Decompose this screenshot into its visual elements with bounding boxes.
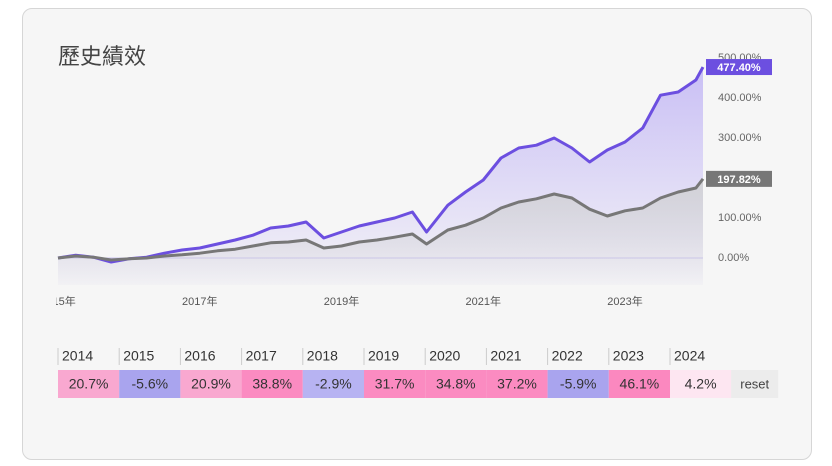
return-cell — [547, 370, 609, 398]
return-cell — [425, 370, 487, 398]
year-label: 2022 — [552, 348, 583, 364]
return-cell — [302, 370, 364, 398]
x-tick-label: 2023年 — [607, 294, 642, 308]
end-label-box — [706, 59, 772, 76]
return-value: 4.2% — [685, 376, 717, 392]
x-tick-label: 2021年 — [466, 294, 501, 308]
return-cell — [486, 370, 548, 398]
return-cell — [119, 370, 181, 398]
chart-title: 歷史績效 — [58, 44, 146, 69]
return-cell — [241, 370, 303, 398]
year-label: 2018 — [307, 348, 338, 364]
return-value: 37.2% — [497, 376, 537, 392]
y-tick-label: 300.00% — [718, 132, 762, 144]
year-label: 2021 — [490, 348, 521, 364]
return-cell — [364, 370, 426, 398]
y-tick-label: 0.00% — [718, 252, 749, 264]
end-label-box — [706, 170, 772, 187]
return-value: 34.8% — [436, 376, 476, 392]
y-tick-label: 100.00% — [718, 212, 762, 224]
end-label: 197.82% — [717, 174, 761, 186]
year-label: 2017 — [246, 348, 277, 364]
return-value: -5.6% — [132, 376, 169, 392]
year-label: 2019 — [368, 348, 399, 364]
return-value: 46.1% — [620, 376, 660, 392]
year-label: 2014 — [62, 348, 93, 364]
year-label: 2015 — [123, 348, 154, 364]
return-value: 38.8% — [252, 376, 292, 392]
y-tick-label: 400.00% — [718, 92, 762, 104]
year-label: 2024 — [674, 348, 705, 364]
return-value: 20.9% — [191, 376, 231, 392]
area — [58, 178, 703, 285]
line — [57, 66, 705, 264]
x-tick-label: 2019年 — [324, 294, 359, 308]
return-cell — [670, 370, 732, 398]
line — [57, 177, 705, 262]
reset-label[interactable]: reset — [740, 376, 769, 391]
x-tick-label: 2015年 — [40, 294, 75, 308]
return-cell — [180, 370, 242, 398]
return-cell — [58, 370, 120, 398]
year-label: 2023 — [613, 348, 644, 364]
return-value: 31.7% — [375, 376, 415, 392]
year-label: 2016 — [184, 348, 215, 364]
year-label: 2020 — [429, 348, 460, 364]
return-value: 20.7% — [69, 376, 109, 392]
x-tick-label: 2017年 — [182, 294, 217, 308]
end-label: 477.40% — [717, 62, 761, 74]
return-cell — [608, 370, 670, 398]
reset-button[interactable] — [731, 370, 779, 398]
return-value: -5.9% — [560, 376, 597, 392]
return-value: -2.9% — [315, 376, 352, 392]
